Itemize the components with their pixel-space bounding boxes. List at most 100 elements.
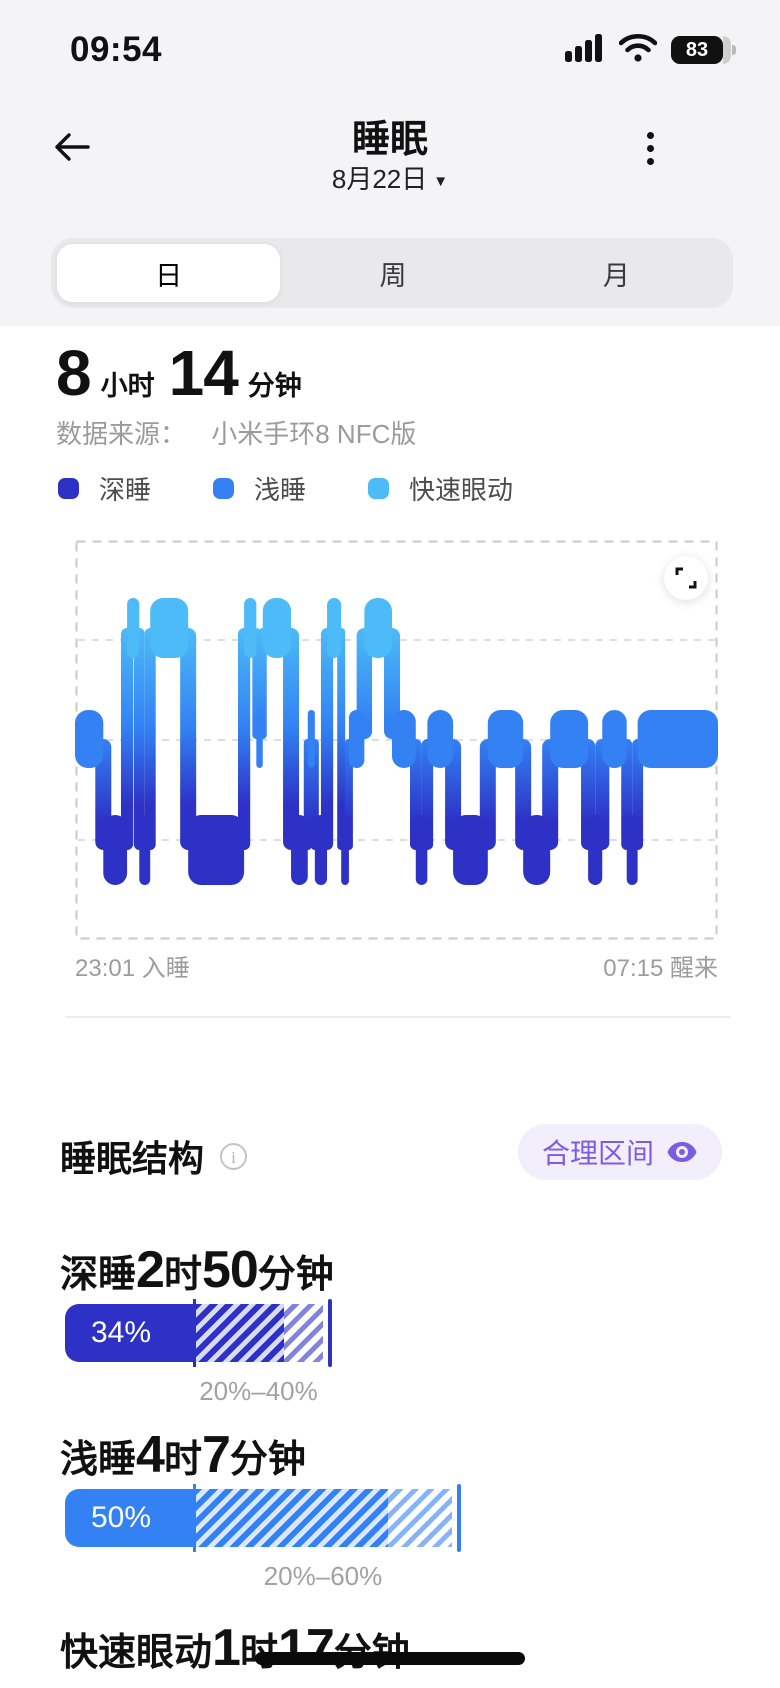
legend-item-rem: 快速眼动 <box>368 470 513 507</box>
status-time: 09:54 <box>70 30 163 69</box>
connector-rem-deep <box>238 628 251 850</box>
segment-light <box>550 710 589 768</box>
segment-light <box>307 710 315 768</box>
connector-rem-deep <box>180 628 197 850</box>
range-label: 20%–60% <box>263 1561 383 1591</box>
battery-indicator: 83 <box>671 36 736 64</box>
more-menu-button[interactable] <box>630 122 670 174</box>
segment-light <box>637 710 718 768</box>
hypnogram-svg <box>75 540 718 940</box>
legend-item-deep: 深睡 <box>58 470 151 507</box>
sleep-duration-summary: 8 小时 14 分钟 <box>56 336 316 410</box>
wake-up-label: 07:15 醒来 <box>603 955 718 982</box>
structure-row-light: 浅睡 4 时 7 分钟 50% 20%–60% <box>60 1425 740 1591</box>
segment-deep <box>588 815 603 885</box>
connector-rem-deep <box>283 628 300 850</box>
nav-header: 睡眠 8月22日 ▼ <box>0 100 780 200</box>
battery-cap <box>723 36 731 64</box>
connector-rem-deep <box>120 628 134 850</box>
bar-value-label: 34% <box>91 1316 152 1349</box>
bar-range-overlap-hatch <box>194 1489 388 1547</box>
battery-nub <box>732 45 736 55</box>
tab-day[interactable]: 日 <box>56 243 282 303</box>
legend-chip-rem <box>368 478 390 499</box>
cellular-signal-icon <box>565 33 605 68</box>
legend-item-light: 浅睡 <box>213 470 306 507</box>
legend-chip-light <box>213 478 235 499</box>
segment-deep <box>314 815 328 885</box>
segment-rem <box>262 598 292 658</box>
segment-deep <box>415 815 428 885</box>
segment-deep <box>626 815 638 885</box>
segment-light <box>75 710 104 768</box>
expand-icon <box>675 567 697 589</box>
segment-light <box>602 710 627 768</box>
legend-label: 快速眼动 <box>409 475 514 505</box>
legend-chip-deep <box>58 478 79 499</box>
date-label: 8月22日 <box>331 164 428 194</box>
segment-rem <box>327 598 342 658</box>
segment-light <box>348 710 365 768</box>
segment-rem <box>364 598 392 658</box>
hypnogram-chart <box>75 540 718 940</box>
status-bar: 09:54 83 <box>0 24 780 76</box>
bar-value-label: 50% <box>91 1501 152 1534</box>
segment-light <box>256 710 263 768</box>
range-start-tick <box>193 1484 196 1552</box>
date-selector[interactable]: 8月22日 ▼ <box>0 158 780 197</box>
hours-value: 8 <box>56 337 92 409</box>
structure-row-title: 深睡 2 时 50 分钟 <box>60 1241 334 1299</box>
info-icon[interactable]: i <box>220 1142 248 1170</box>
hypnogram-tubes <box>75 598 718 885</box>
segment-light <box>487 710 524 768</box>
connector-rem-deep <box>337 628 346 850</box>
expand-chart-button[interactable] <box>664 556 708 600</box>
structure-row-rem: 快速眼动1时17分钟 <box>60 1618 740 1678</box>
eye-icon <box>667 1142 697 1162</box>
chevron-down-icon: ▼ <box>433 173 449 190</box>
data-source-device: 小米手环8 NFC版 <box>211 419 417 449</box>
reasonable-range-toggle[interactable]: 合理区间 <box>517 1124 722 1180</box>
bar-range-overlap-hatch <box>194 1304 285 1362</box>
legend-label: 深睡 <box>99 475 152 505</box>
minutes-unit: 分钟 <box>247 371 302 401</box>
connector-rem-light <box>383 628 400 739</box>
more-dots-icon <box>646 131 654 139</box>
segment-deep <box>103 815 128 885</box>
bar-range-hatch <box>284 1304 323 1362</box>
structure-row-deep: 深睡 2 时 50 分钟 34% 20%–40% <box>60 1240 740 1406</box>
page-title: 睡眠 <box>351 119 428 161</box>
bar-range-hatch <box>387 1489 452 1547</box>
hours-unit: 小时 <box>100 371 155 401</box>
segment-deep <box>188 815 245 885</box>
range-end-line <box>328 1299 332 1367</box>
back-button[interactable] <box>48 126 96 170</box>
home-indicator <box>255 1652 525 1665</box>
tab-month[interactable]: 月 <box>505 243 728 303</box>
battery-percent: 83 <box>685 38 709 61</box>
segment-deep <box>523 815 551 885</box>
segment-light <box>391 710 416 768</box>
segment-light <box>427 710 454 768</box>
structure-row-title: 浅睡 4 时 7 分钟 <box>60 1426 306 1484</box>
legend-label: 浅睡 <box>254 475 307 505</box>
period-segmented-control: 日周月 <box>51 238 733 308</box>
data-source-label: 数据来源： <box>56 419 187 449</box>
back-arrow-icon <box>55 132 90 161</box>
connector-rem-deep <box>320 628 334 850</box>
status-icons: 83 <box>565 32 736 68</box>
connector-rem-deep <box>144 628 156 850</box>
structure-row-title: 快速眼动1时17分钟 <box>60 1619 410 1677</box>
sleep-structure-header: 睡眠结构 i 合理区间 <box>0 1124 780 1182</box>
range-end-line <box>457 1484 461 1552</box>
sleep-structure-title: 睡眠结构 i <box>60 1130 248 1182</box>
sleep-start-label: 23:01 入睡 <box>75 955 190 982</box>
tab-week[interactable]: 周 <box>281 243 504 303</box>
segment-deep <box>341 815 349 885</box>
range-start-tick <box>193 1299 196 1367</box>
segment-deep <box>139 815 151 885</box>
range-label: 20%–40% <box>199 1376 318 1406</box>
section-divider <box>65 1016 730 1018</box>
segment-deep <box>291 815 308 885</box>
